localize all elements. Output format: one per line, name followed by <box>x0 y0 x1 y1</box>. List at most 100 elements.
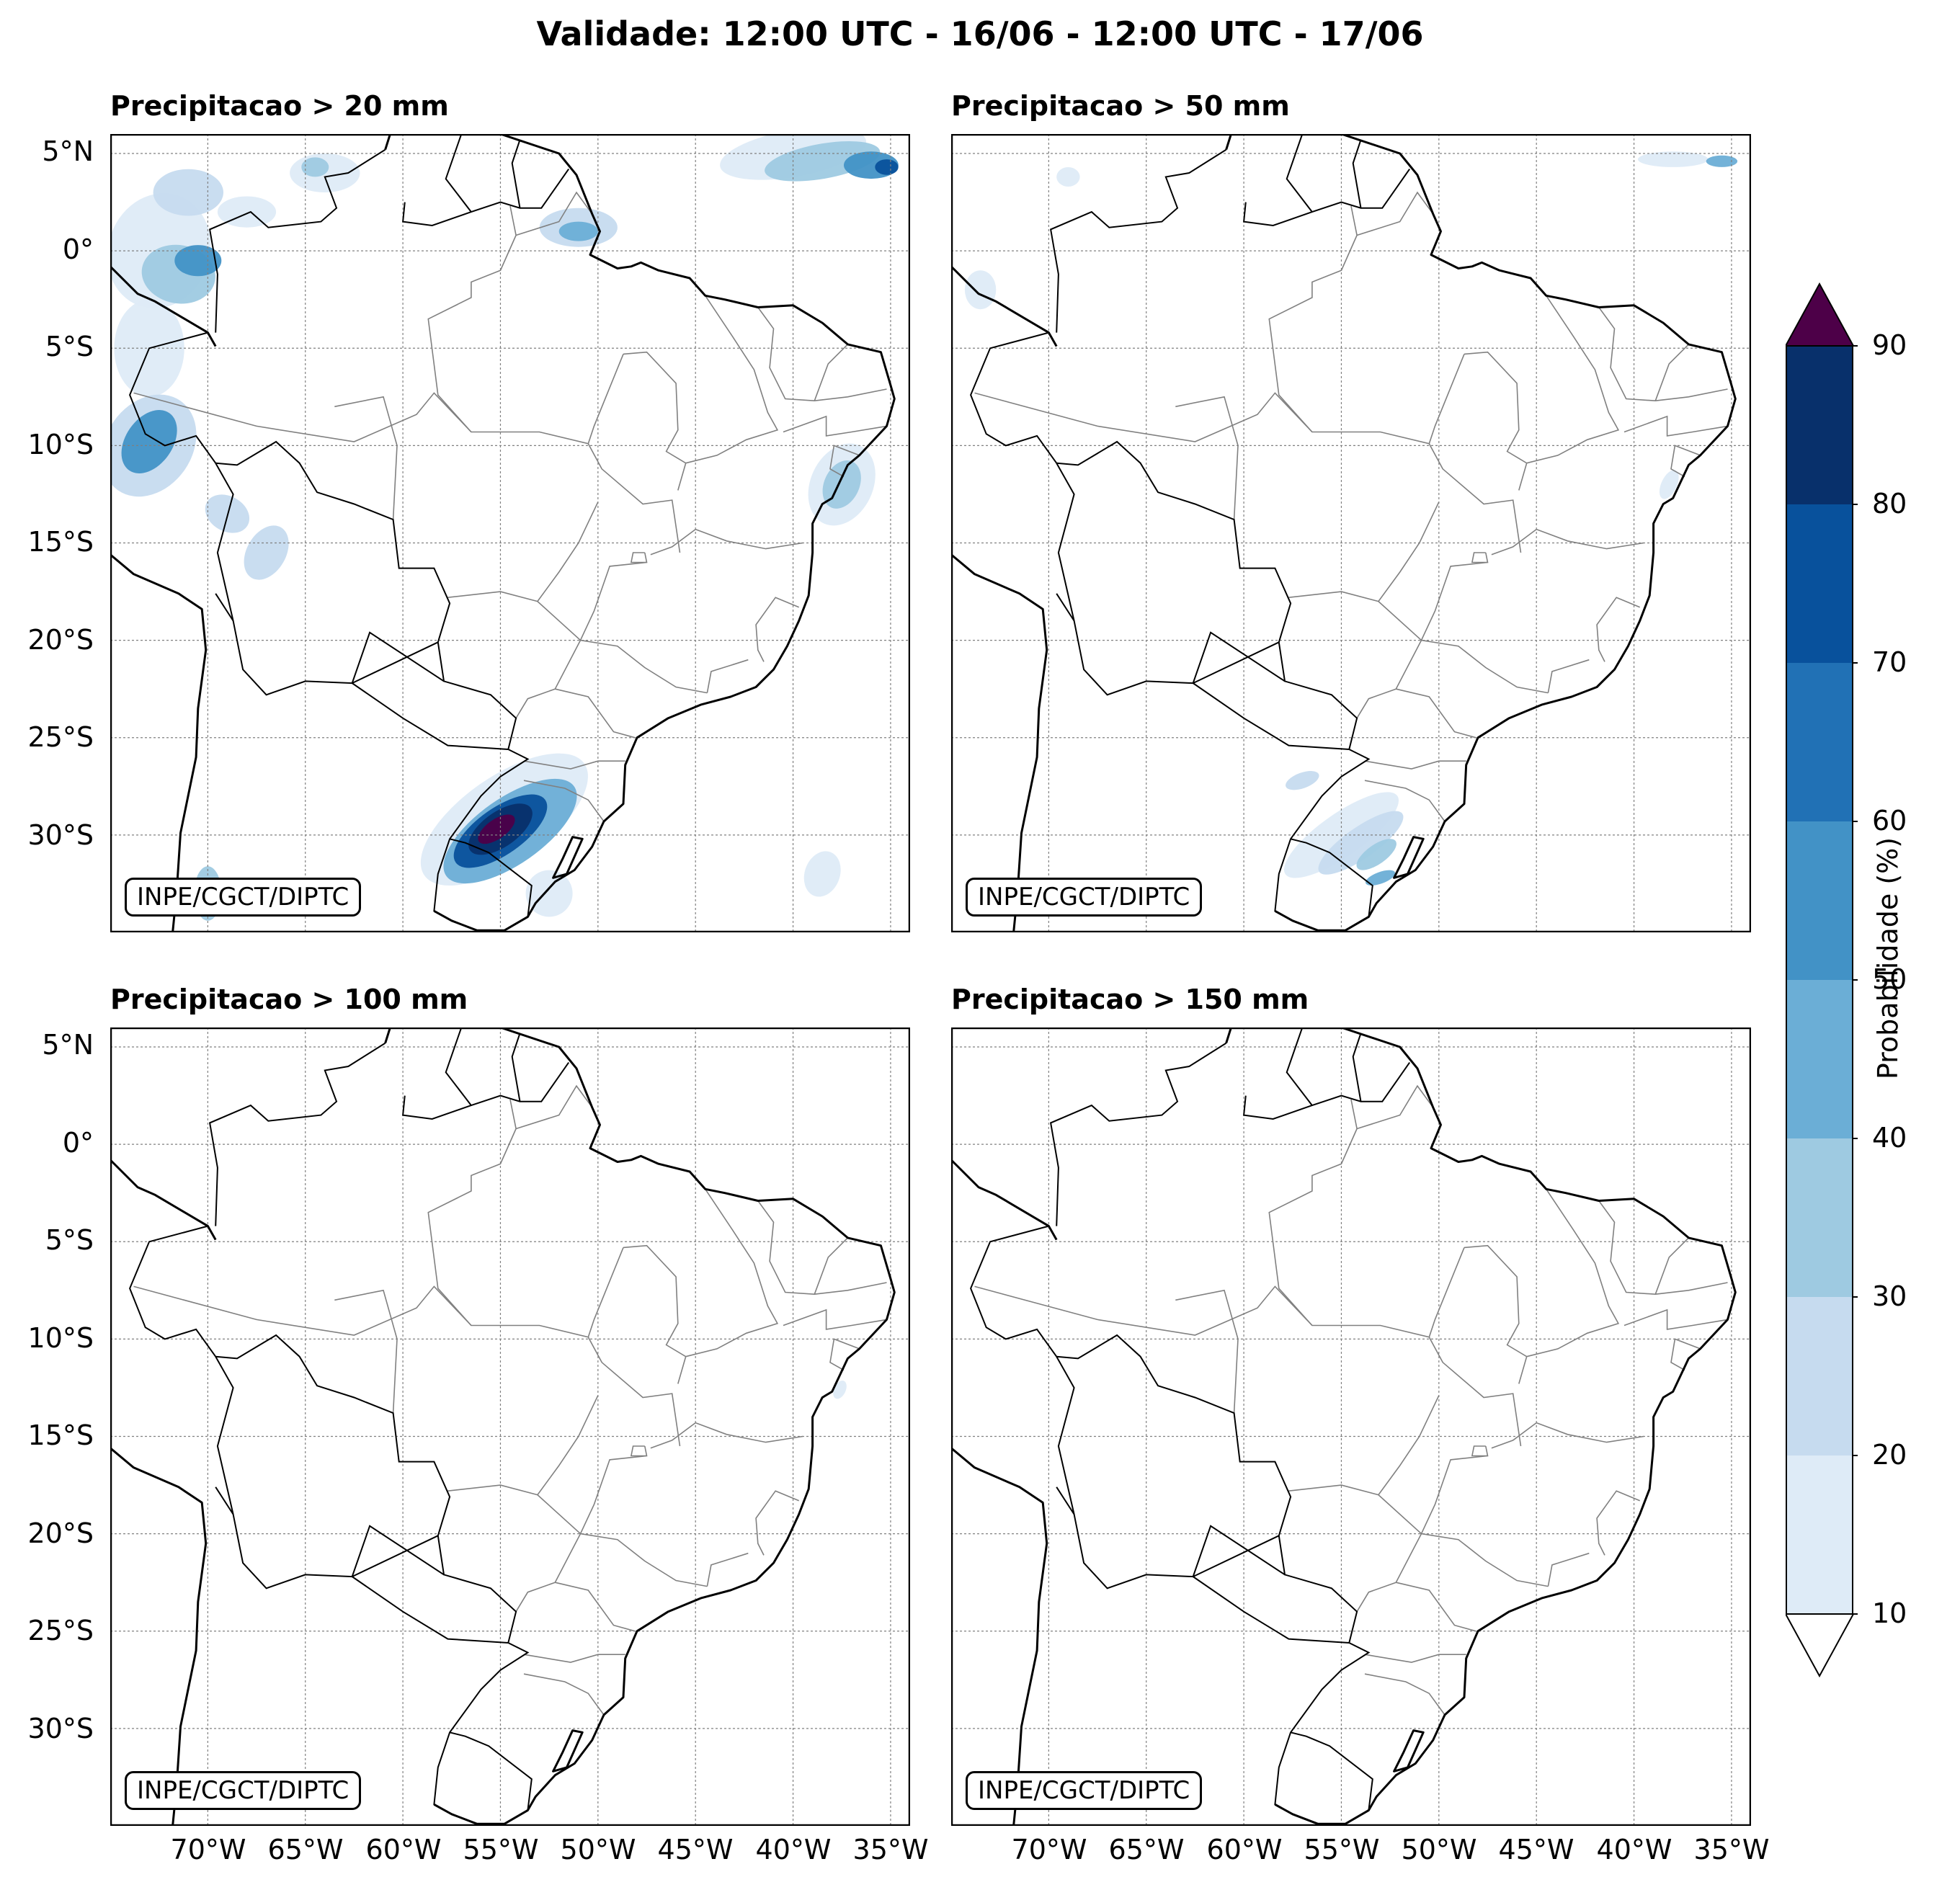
probability-field <box>102 127 899 921</box>
state-border <box>1491 528 1644 556</box>
state-border <box>685 295 779 464</box>
state-border <box>1596 597 1641 662</box>
state-border <box>1464 351 1528 491</box>
country-border <box>1290 838 1373 917</box>
country-border <box>1243 1062 1411 1120</box>
state-border <box>427 205 517 433</box>
lat-label-25s: 25°S <box>27 721 94 753</box>
country-border <box>1286 133 1313 213</box>
state-border <box>623 351 687 491</box>
panel-title-50mm: Precipitacao > 50 mm <box>951 90 1290 122</box>
lon-label-60w: 60°W <box>365 1834 442 1865</box>
colorbar-over-extension <box>1786 282 1855 347</box>
colorbar-tick-20: 20 <box>1872 1439 1907 1471</box>
state-border <box>1268 1099 1358 1327</box>
probability-area <box>1318 811 1404 875</box>
lat-label-10s: 10°S <box>27 1322 94 1354</box>
country-border <box>1274 1642 1371 1815</box>
map-frame <box>950 133 1752 933</box>
lon-label-50w: 50°W <box>1401 1834 1477 1865</box>
colorbar <box>1786 282 1858 1678</box>
gridlines <box>951 134 1751 932</box>
state-border <box>587 354 624 444</box>
state-border <box>1547 659 1590 693</box>
coastline-atlantic <box>1225 979 1737 1825</box>
state-border <box>755 597 800 662</box>
state-border <box>1491 1422 1644 1449</box>
country-border <box>449 1731 533 1811</box>
panel-title-150mm: Precipitacao > 150 mm <box>951 984 1309 1015</box>
lon-label-35w: 35°W <box>1693 1834 1770 1865</box>
map-panel-50mm: INPE/CGCT/DIPTC <box>950 86 1752 933</box>
state-border <box>1598 307 1728 402</box>
coastlines <box>950 979 1737 1827</box>
coastline-nw <box>950 265 1058 347</box>
colorbar-tick-70: 70 <box>1872 646 1907 678</box>
probability-area <box>964 270 997 310</box>
state-border <box>1670 1338 1701 1371</box>
lon-label-45w: 45°W <box>657 1834 734 1865</box>
state-border <box>555 688 636 739</box>
state-border <box>1670 445 1701 478</box>
coastline-atlantic <box>384 86 896 932</box>
probability-area <box>875 159 899 175</box>
lon-label-65w: 65°W <box>1108 1834 1185 1865</box>
colorbar-segment <box>1786 1297 1853 1455</box>
probability-field <box>833 1380 847 1399</box>
state-border <box>334 1289 398 1414</box>
panel-title-20mm: Precipitacao > 20 mm <box>110 90 449 122</box>
lat-label-5s: 5°S <box>45 331 94 362</box>
probability-area <box>301 157 329 177</box>
coastline-atlantic <box>1225 86 1737 932</box>
country-border <box>215 1486 445 1590</box>
state-border <box>974 392 1522 553</box>
colorbar-segment <box>1786 821 1853 980</box>
probability-area <box>478 814 515 844</box>
colorbar-segment <box>1786 1455 1853 1614</box>
country-border <box>1049 148 1227 333</box>
state-border <box>1654 344 1689 401</box>
lat-label-5s: 5°S <box>45 1224 94 1256</box>
state-border <box>1356 640 1422 719</box>
lon-label-70w: 70°W <box>170 1834 246 1865</box>
country-border <box>1290 1731 1373 1811</box>
lon-label-35w: 35°W <box>852 1834 929 1865</box>
coastline-pacific <box>110 553 208 933</box>
state-border <box>783 1308 887 1330</box>
credit-label: INPE/CGCT/DIPTC <box>966 1771 1203 1810</box>
state-border <box>1356 191 1434 236</box>
country-border <box>402 1062 570 1120</box>
state-borders <box>974 1084 1728 1716</box>
probability-area <box>803 851 841 897</box>
state-border <box>1471 1445 1489 1457</box>
country-border <box>511 1033 521 1102</box>
state-border <box>523 1654 625 1663</box>
state-border <box>757 307 887 402</box>
coastline-nw <box>109 1159 217 1241</box>
map-frame <box>110 133 911 933</box>
map-panel-20mm: INPE/CGCT/DIPTC <box>102 86 911 933</box>
state-border <box>1288 591 1379 602</box>
map-frame <box>950 1027 1752 1827</box>
state-border <box>447 591 538 602</box>
lagoon-outline <box>552 1729 584 1773</box>
state-border <box>650 528 803 556</box>
lat-label-5n: 5°N <box>42 1029 94 1061</box>
state-border <box>523 760 625 770</box>
state-border <box>814 1237 848 1295</box>
country-border <box>1191 641 1350 750</box>
lat-label-20s: 20°S <box>27 1517 94 1549</box>
map-50mm-svg <box>950 86 1752 933</box>
country-border <box>1274 749 1371 922</box>
probability-field <box>964 151 1738 886</box>
country-border <box>433 1642 530 1815</box>
country-borders <box>129 133 570 922</box>
colorbar-tick-40: 40 <box>1872 1122 1907 1154</box>
probability-area <box>1366 870 1396 886</box>
country-border <box>215 440 517 750</box>
state-border <box>1377 1395 1488 1535</box>
country-border <box>1352 1033 1362 1102</box>
lon-label-45w: 45°W <box>1498 1834 1574 1865</box>
state-border <box>1364 1673 1446 1716</box>
state-border <box>1598 1200 1728 1296</box>
